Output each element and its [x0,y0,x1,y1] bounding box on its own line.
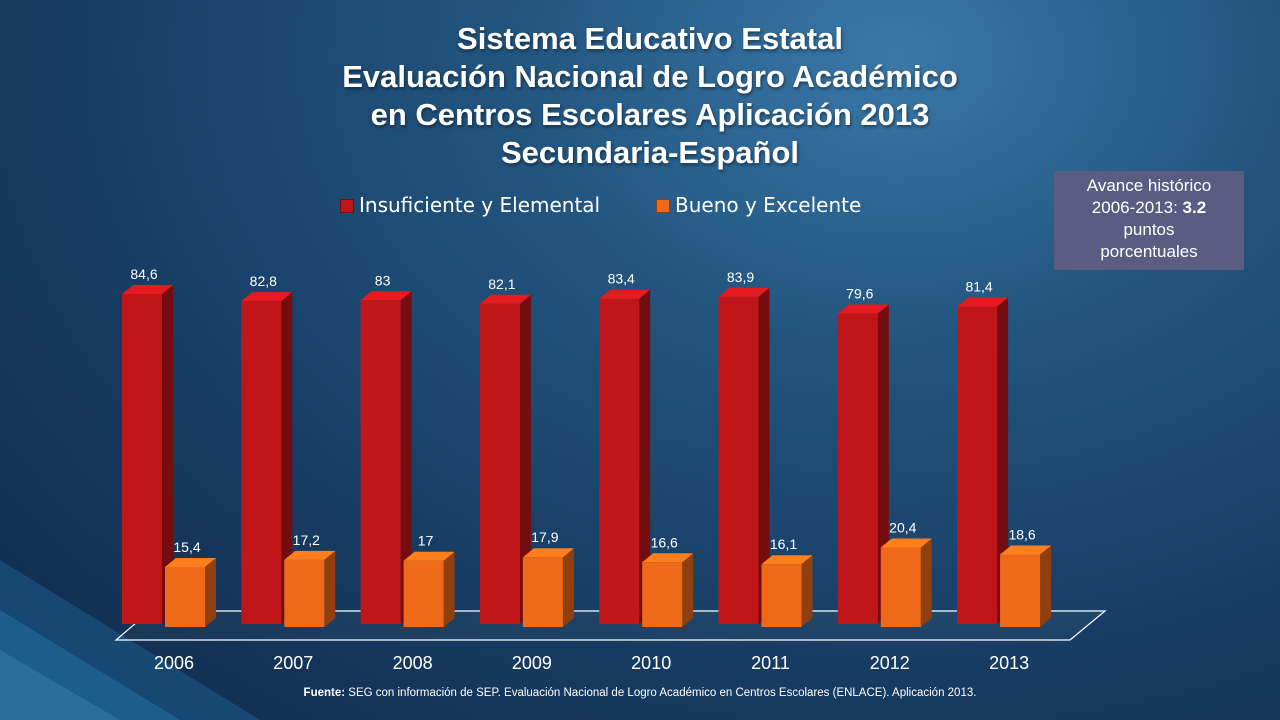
bar-2007-series-1-top [241,292,293,302]
bar-2009-series-1-side [519,294,531,624]
bar-2013-series-1 [957,306,998,624]
bar-2011-series-1-top [718,287,770,297]
source-note: Fuente: SEG con información de SEP. Eval… [0,687,1280,699]
x-tick-label-2013: 2013 [989,653,1029,673]
bar-2006-series-2 [165,566,205,627]
bar-2012-series-1-top [837,304,889,314]
data-label-2008-series-1: 83 [375,272,391,288]
x-tick-label-2012: 2012 [870,653,910,673]
bar-2006-series-2-top [165,557,216,567]
bar-2006-series-1 [122,294,162,624]
bar-2010-series-2-top [642,553,694,563]
x-tick-label-2011: 2011 [751,653,790,673]
x-tick-label-2007: 2007 [273,653,313,673]
bar-2011-series-2 [761,564,802,627]
bar-2010-series-2 [642,562,683,627]
data-label-2006-series-1: 84,6 [130,266,157,282]
data-label-2007-series-1: 82,8 [250,273,277,289]
bar-2008-series-2-side [443,551,455,627]
bar-2012-series-1 [837,313,878,624]
info-line-2: 2006-2013: 3.2 [1054,197,1244,219]
data-label-2012-series-2: 20,4 [889,519,916,535]
bar-2013-series-1-top [957,297,1009,307]
bar-2013-series-2-side [1040,545,1052,627]
info-line-1: Avance histórico [1086,176,1212,195]
bar-2007-series-2-side [324,550,336,627]
x-tick-label-2006: 2006 [154,653,194,673]
data-label-2011-series-2: 16,1 [770,536,797,552]
bar-2006-series-1-side [162,285,173,624]
bar-2010-series-2-side [682,553,694,627]
info-line-3: puntos [1123,220,1175,239]
legend-swatch-series-2 [656,199,670,213]
bar-2008-series-2-top [403,551,455,561]
info-period: 2006-2013: [1091,198,1183,217]
bar-2012-series-2-side [920,538,932,627]
bar-2008-series-1 [360,300,401,624]
bar-2007-series-2-top [284,550,336,560]
bar-2009-series-2 [522,557,563,627]
data-label-2013-series-2: 18,6 [1008,526,1035,542]
data-label-2010-series-2: 16,6 [651,534,678,550]
info-value: 3.2 [1182,198,1207,217]
legend-label-series-1: Insuficiente y Elemental [359,193,601,217]
bar-2011-series-1 [718,296,759,624]
bar-2009-series-2-side [562,548,574,627]
bar-2013-series-2 [1000,554,1041,627]
title-line-3: en Centros Escolares Aplicación 2013 [370,97,930,132]
data-label-2007-series-2: 17,2 [293,532,320,548]
source-text: SEG con información de SEP. Evaluación N… [345,687,977,699]
data-label-2006-series-2: 15,4 [173,539,200,555]
bar-2009-series-2-top [522,548,574,558]
bar-2008-series-1-side [400,291,412,624]
bar-2008-series-1-top [360,291,412,301]
historical-progress-box: Avance histórico 2006-2013: 3.2 puntos p… [1054,171,1244,270]
x-tick-label-2010: 2010 [631,653,671,673]
bar-2006-series-1-top [122,285,173,295]
bar-2007-series-1 [241,301,282,624]
data-label-2009-series-1: 82,1 [488,276,515,292]
bar-2011-series-2-side [801,555,813,627]
bar-2009-series-1-top [479,294,531,304]
x-tick-label-2008: 2008 [393,653,433,673]
data-label-2010-series-1: 83,4 [608,271,635,287]
x-tick-label-2009: 2009 [512,653,552,673]
title-line-2: Evaluación Nacional de Logro Académico [342,59,958,94]
bar-2013-series-2-top [1000,545,1052,555]
bar-2008-series-2 [403,560,444,627]
title-line-4: Secundaria-Español [500,135,800,170]
bar-2011-series-1-side [758,287,770,624]
data-label-2008-series-2: 17 [418,533,434,549]
bar-2010-series-1-side [639,289,651,624]
chart-title: Sistema Educativo Estatal Evaluación Nac… [0,20,1280,172]
data-label-2013-series-1: 81,4 [965,279,992,295]
bar-2007-series-2 [284,559,325,627]
bar-2012-series-2-top [880,538,932,548]
bar-2007-series-1-side [281,292,293,624]
bar-2013-series-1-side [997,297,1009,624]
bar-2010-series-1 [599,298,640,624]
data-label-2012-series-1: 79,6 [846,286,873,302]
legend-swatch-series-1 [340,199,354,213]
bar-2010-series-1-top [599,289,651,299]
data-label-2009-series-2: 17,9 [531,529,558,545]
data-label-2011-series-1: 83,9 [727,269,754,285]
source-label: Fuente: [303,687,346,699]
bar-2012-series-2 [880,547,921,627]
bar-2009-series-1 [479,303,520,624]
bar-2011-series-2-top [761,555,813,565]
info-line-4: porcentuales [1100,242,1198,261]
bar-2006-series-2-side [205,557,216,627]
legend-label-series-2: Bueno y Excelente [675,193,862,217]
title-line-1: Sistema Educativo Estatal [457,21,843,56]
